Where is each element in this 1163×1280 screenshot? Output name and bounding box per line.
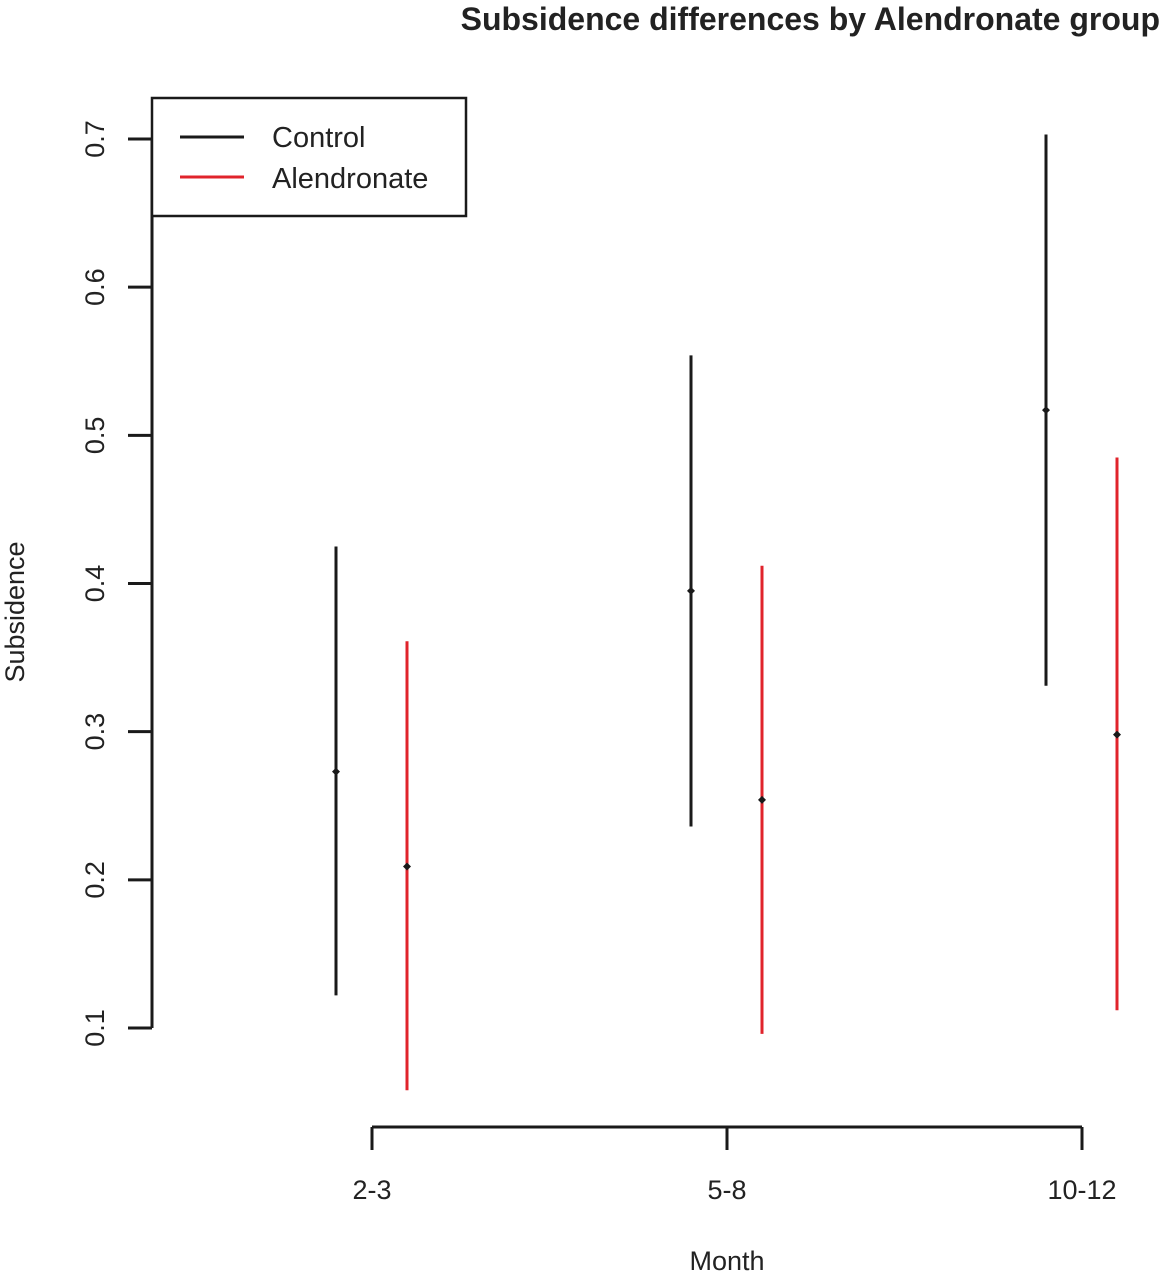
y-tick-label: 0.1 xyxy=(80,1009,110,1047)
y-axis: 0.1 0.2 0.3 0.4 0.5 0.6 0.7 xyxy=(80,120,154,1047)
point-estimate-control xyxy=(687,586,695,595)
x-axis-title: Month xyxy=(689,1246,764,1276)
series-layer xyxy=(332,134,1121,1091)
y-tick-label: 0.2 xyxy=(80,861,110,899)
series-control xyxy=(332,134,1050,996)
x-tick-label: 5-8 xyxy=(707,1175,746,1205)
point-estimate-alendronate xyxy=(758,795,766,804)
chart-title: Subsidence differences by Alendronate gr… xyxy=(461,1,1160,37)
point-estimate-alendronate xyxy=(403,862,411,871)
point-estimate-alendronate xyxy=(1113,730,1121,739)
y-ticks: 0.1 0.2 0.3 0.4 0.5 0.6 0.7 xyxy=(80,120,152,1047)
legend: Control Alendronate xyxy=(150,96,468,218)
y-axis-title: Subsidence xyxy=(0,541,30,682)
legend-label-control: Control xyxy=(272,122,366,154)
y-tick-label: 0.7 xyxy=(80,120,110,158)
x-ticks: 2-3 5-8 10-12 xyxy=(352,1127,1117,1205)
y-tick-label: 0.3 xyxy=(80,713,110,751)
series-alendronate xyxy=(403,457,1121,1091)
legend-label-alendronate: Alendronate xyxy=(272,163,428,195)
y-tick-label: 0.6 xyxy=(80,268,110,306)
x-tick-label: 10-12 xyxy=(1047,1175,1116,1205)
y-tick-label: 0.5 xyxy=(80,417,110,455)
x-axis: 2-3 5-8 10-12 xyxy=(352,1125,1117,1205)
point-estimate-control xyxy=(1042,406,1050,415)
point-estimate-control xyxy=(332,767,340,776)
x-tick-label: 2-3 xyxy=(352,1175,391,1205)
y-tick-label: 0.4 xyxy=(80,565,110,603)
legend-box xyxy=(150,96,468,218)
